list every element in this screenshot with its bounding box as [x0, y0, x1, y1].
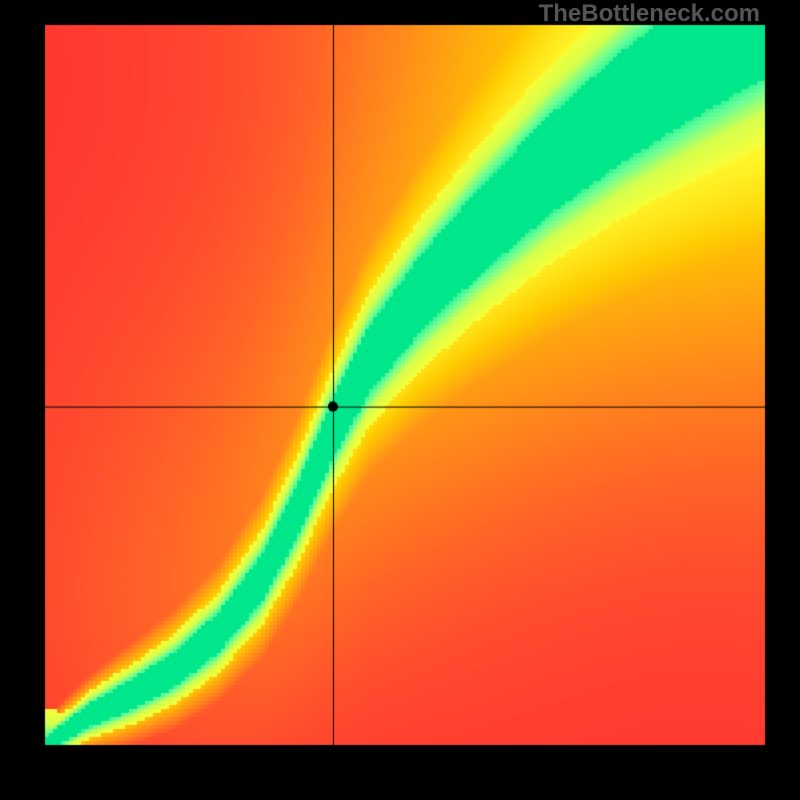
bottleneck-heatmap — [0, 0, 800, 800]
chart-container: TheBottleneck.com — [0, 0, 800, 800]
watermark-text: TheBottleneck.com — [539, 0, 760, 28]
